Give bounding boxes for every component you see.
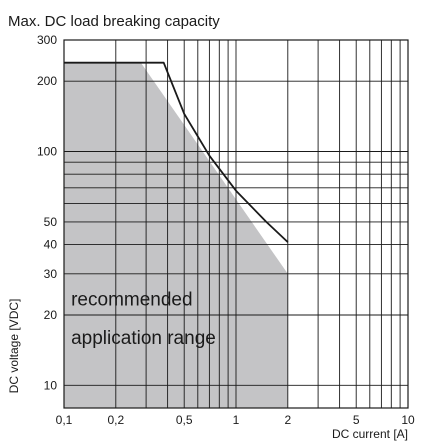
grid [63, 39, 409, 408]
annotations: recommended application range [71, 289, 216, 349]
shaded-region-0 [64, 62, 288, 408]
y-tick-label: 40 [44, 238, 58, 252]
annotation-label: application range [71, 328, 216, 349]
x-tick-label: 0,5 [176, 413, 193, 427]
x-tick-label: 0,1 [56, 413, 73, 427]
x-tick-label: 5 [353, 413, 360, 427]
x-tick-labels: 0,1 0,2 0,5 1 2 5 10 [56, 413, 415, 427]
y-tick-label: 100 [37, 145, 57, 159]
shaded-regions [64, 62, 288, 408]
y-tick-label: 30 [44, 267, 58, 281]
y-tick-label: 200 [37, 74, 57, 88]
y-tick-label: 20 [44, 308, 58, 322]
y-tick-label: 300 [37, 33, 57, 47]
x-tick-label: 0,2 [107, 413, 124, 427]
series-lines [64, 61, 289, 243]
annotation-label: recommended [71, 289, 192, 310]
x-axis-label: DC current [A] [332, 427, 408, 441]
y-tick-label: 10 [44, 378, 58, 392]
y-tick-label: 50 [44, 215, 58, 229]
x-tick-label: 10 [401, 413, 415, 427]
series-line-0 [64, 61, 289, 243]
y-tick-labels: 10 20 30 40 50 100 200 300 [37, 33, 57, 392]
x-tick-label: 2 [284, 413, 291, 427]
chart-title: Max. DC load breaking capacity [8, 13, 220, 30]
y-axis-label: DC voltage [VDC] [7, 299, 21, 394]
plot-frame [63, 39, 409, 409]
x-tick-label: 1 [233, 413, 240, 427]
